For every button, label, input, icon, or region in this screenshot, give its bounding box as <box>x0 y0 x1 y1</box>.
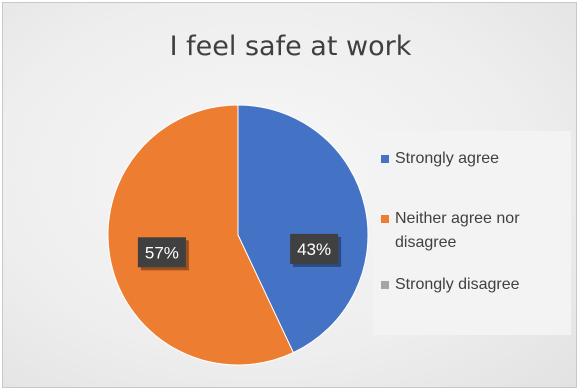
data-label-strongly-agree: 43% <box>290 233 342 267</box>
legend-item-strongly-disagree: Strongly disagree <box>381 273 565 297</box>
legend-swatch-strongly-disagree <box>381 281 389 289</box>
pie-slice-strongly-agree <box>237 104 369 354</box>
svg-text:43%: 43% <box>297 240 331 259</box>
legend-item-neither-agree-nor-disagree: Neither agree nor disagree <box>381 207 565 255</box>
legend-label-strongly-agree: Strongly agree <box>395 150 500 167</box>
legend-swatch-strongly-agree <box>381 155 389 163</box>
pie-chart: 43% 57% <box>107 104 369 366</box>
chart-title: I feel safe at work <box>169 31 412 62</box>
legend-label-neither-agree-nor-disagree: Neither agree nor disagree <box>395 210 520 251</box>
data-label-neither-agree-nor-disagree: 57% <box>137 237 189 271</box>
legend: Strongly agree Neither agree nor disagre… <box>373 131 571 335</box>
chart-area: I feel safe at work 43% 57% Strongly agre… <box>2 2 577 388</box>
pie-slice-neither-agree-nor-disagree <box>107 104 295 366</box>
legend-label-strongly-disagree: Strongly disagree <box>395 276 520 293</box>
legend-item-strongly-agree: Strongly agree <box>381 147 565 171</box>
svg-text:57%: 57% <box>145 243 179 262</box>
legend-swatch-neither-agree-nor-disagree <box>381 215 389 223</box>
